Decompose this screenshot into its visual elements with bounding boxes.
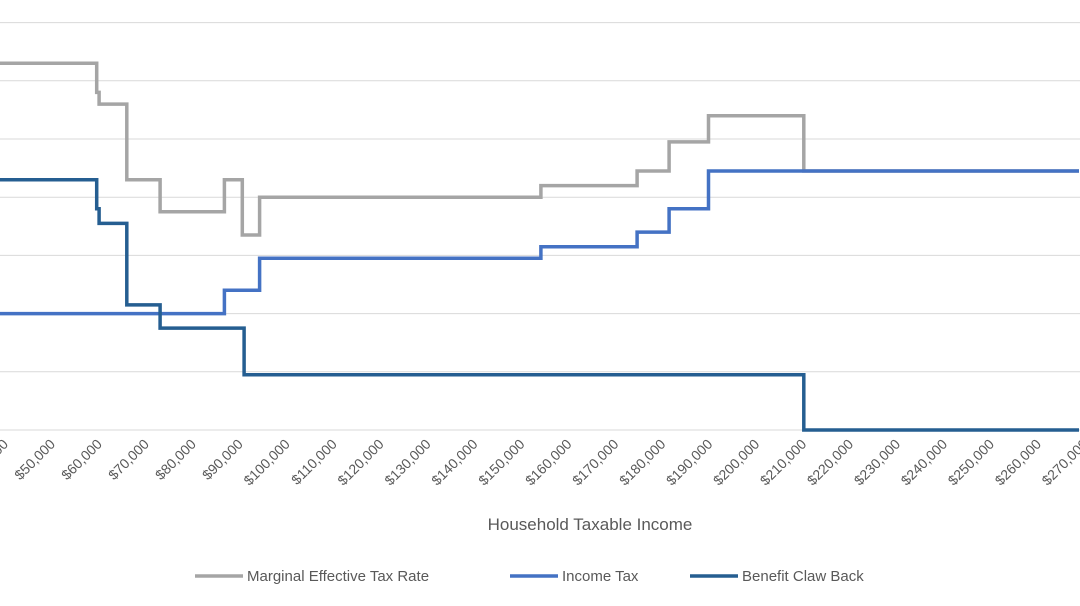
legend: Marginal Effective Tax Rate Income Tax Ben… [195,568,864,585]
x-tick-label: $140,000 [428,436,481,489]
x-tick-label: $110,000 [288,436,340,488]
legend-label: Benefit Claw Back [742,568,864,585]
legend-label: Income Tax [562,568,639,585]
x-tick-label: $90,000 [199,436,246,483]
x-tick-label: $70,000 [105,436,152,483]
x-tick-label: $250,000 [945,436,998,489]
x-tick-label: $270,000 [1038,436,1080,489]
series-line-income-tax [0,169,1079,316]
series-line-marginal-effective-tax-rate [0,61,1079,237]
x-tick-label: $220,000 [804,436,857,489]
x-tick-label: $80,000 [152,436,199,483]
series-line-benefit-claw-back [0,177,1079,432]
x-tick-label: $50,000 [11,436,58,483]
x-tick-label: $230,000 [851,436,904,489]
legend-label: Marginal Effective Tax Rate [247,568,429,585]
series-lines [0,61,1079,432]
x-tick-label: $150,000 [475,436,528,489]
x-tick-label: $60,000 [58,436,105,483]
x-tick-label: $100,000 [240,436,293,489]
x-axis-tick-labels: $40,000 $50,000 $60,000 $70,000 $80,000 $90,0… [0,436,1080,489]
x-tick-label: $130,000 [381,436,434,489]
x-tick-label: $170,000 [569,436,622,489]
x-tick-label: $190,000 [663,436,716,489]
x-tick-label: $180,000 [616,436,669,489]
x-tick-label: $240,000 [898,436,951,489]
x-tick-label: $200,000 [710,436,763,489]
x-axis-title: Household Taxable Income [488,515,693,534]
x-tick-label: $40,000 [0,436,11,483]
x-tick-label: $160,000 [522,436,575,489]
x-tick-label: $210,000 [757,436,810,489]
x-tick-label: $260,000 [992,436,1045,489]
x-tick-label: $120,000 [334,436,387,489]
gridlines [0,22,1080,431]
